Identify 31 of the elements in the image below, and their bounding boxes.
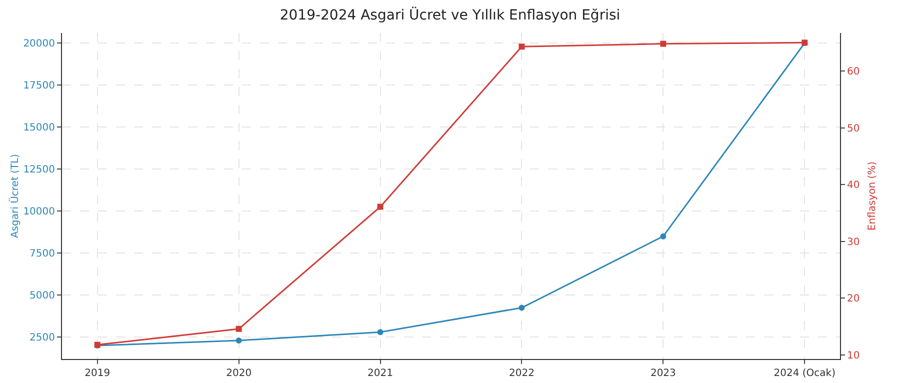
point (518, 44, 525, 50)
y-tick-label: 7500 (30, 248, 55, 260)
y-axis-title: Asgari Ücret (TL) (8, 154, 22, 238)
y2-axis-title: Enflasyon (%) (867, 161, 878, 231)
point (660, 233, 666, 240)
x-tick-label: 2019 (84, 368, 110, 379)
x-tick-label: 2024 (Ocak) (774, 368, 836, 379)
point (377, 204, 384, 210)
point (660, 40, 666, 47)
y2-tick-label: 50 (847, 123, 860, 134)
y2-tick-label: 60 (847, 66, 860, 78)
y2-tick-label: 40 (847, 180, 860, 192)
y-tick-label: 20000 (23, 38, 55, 50)
y-tick-label: 15000 (23, 122, 55, 134)
x-tick-label: 2023 (650, 368, 676, 379)
point (377, 329, 384, 336)
y-tick-label: 2500 (30, 332, 55, 344)
x-tick-label: 2020 (226, 368, 252, 379)
x-tick-label: 2022 (509, 368, 534, 379)
x-tick-label: 2021 (368, 368, 393, 379)
point (518, 304, 525, 311)
y2-tick-label: 10 (847, 350, 860, 362)
y-tick-label: 17500 (23, 80, 55, 92)
chart-title: 2019-2024 Asgari Ücret ve Yıllık Enflasyon Eğrisi (280, 6, 620, 24)
point (236, 338, 242, 344)
y2-tick-label: 30 (847, 236, 860, 248)
point (236, 326, 242, 332)
y-tick-label: 5000 (30, 290, 55, 302)
y2-tick-label: 20 (847, 294, 860, 305)
y-tick-label: 12500 (23, 164, 55, 176)
y-tick-label: 10000 (23, 206, 55, 218)
